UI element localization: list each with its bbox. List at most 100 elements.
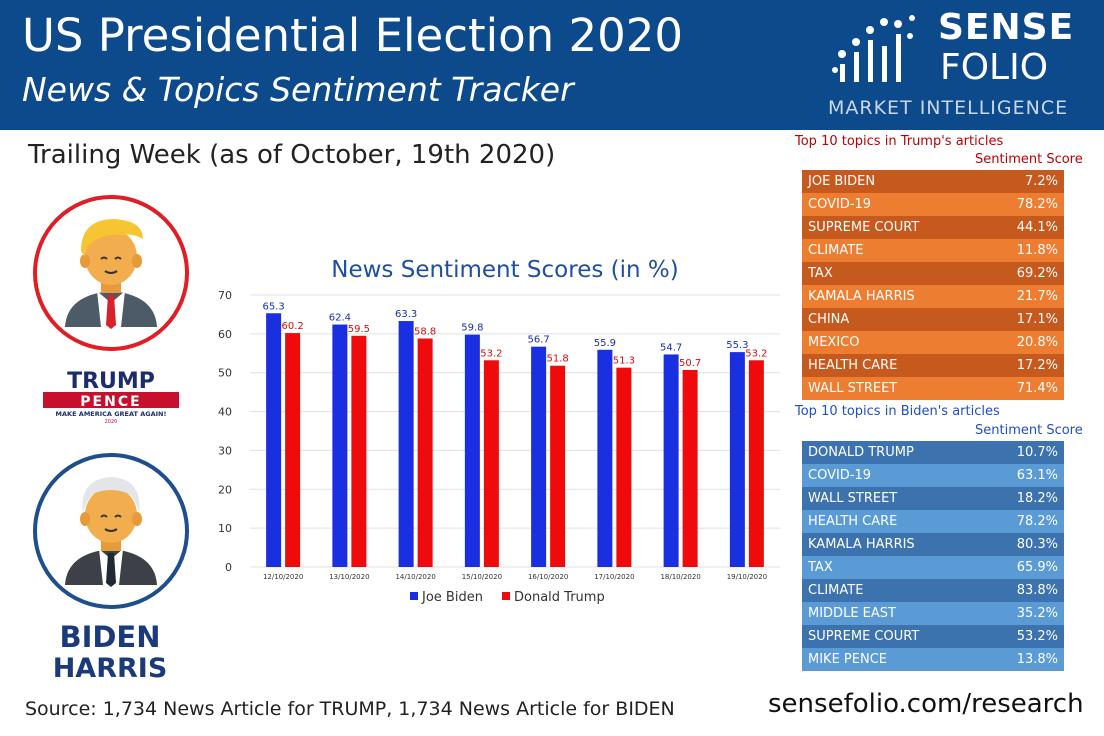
trump-topic-topic: CLIMATE <box>802 239 985 262</box>
trump-topic-score: 7.2% <box>984 170 1064 193</box>
trump-value-label: 59.5 <box>348 324 370 335</box>
trump-topic-score: 78.2% <box>984 193 1064 216</box>
x-tick-label: 19/10/2020 <box>727 573 767 581</box>
biden-topic-row: MIKE PENCE 13.8% <box>802 648 1064 671</box>
y-tick-label: 30 <box>218 444 232 457</box>
trump-bar <box>351 335 367 567</box>
biden-topic-score: 35.2% <box>984 602 1064 625</box>
biden-topic-row: COVID-19 63.1% <box>802 464 1064 487</box>
chart-x-axis: 12/10/2020 13/10/2020 14/10/2020 15/10/2020… <box>263 573 767 581</box>
page-subtitle: News & Topics Sentiment Tracker <box>22 70 574 109</box>
trump-topic-score: 44.1% <box>984 216 1064 239</box>
biden-topic-row: WALL STREET 18.2% <box>802 487 1064 510</box>
trump-topic-row: JOE BIDEN 7.2% <box>802 170 1064 193</box>
trump-bar <box>616 367 632 567</box>
biden-avatar <box>33 453 189 609</box>
trump-topics-title: Top 10 topics in Trump's articles <box>795 134 1004 149</box>
trump-pence-logo: TRUMP PENCE MAKE AMERICA GREAT AGAIN! 20… <box>37 366 185 424</box>
trump-topic-topic: CHINA <box>802 308 985 331</box>
trump-value-label: 50.7 <box>679 358 701 369</box>
trump-value-label: 51.8 <box>546 354 568 365</box>
biden-bar <box>729 352 745 567</box>
trump-topic-score: 17.2% <box>984 354 1064 377</box>
trump-value-label: 51.3 <box>613 356 635 367</box>
sensefolio-logo-icon <box>832 15 915 82</box>
trump-pence-logo-slogan: MAKE AMERICA GREAT AGAIN! <box>56 410 167 418</box>
chart-y-axis: 0 10 20 30 40 50 60 70 <box>218 289 232 574</box>
biden-bar <box>464 334 480 567</box>
trump-topic-topic: COVID-19 <box>802 193 985 216</box>
biden-bar <box>266 313 282 567</box>
biden-bar <box>531 346 547 567</box>
trump-legend-swatch <box>502 592 510 600</box>
trump-pence-logo-word-mid: PENCE <box>80 394 141 410</box>
chart-data-labels: 65.3 60.2 62.459.5 63.3 58.8 59.8 53.2 56.7 51.8… <box>262 301 767 369</box>
trump-topic-score: 17.1% <box>984 308 1064 331</box>
biden-value-label: 56.7 <box>527 335 549 346</box>
biden-topic-topic: DONALD TRUMP <box>802 441 985 464</box>
trump-topic-topic: SUPREME COURT <box>802 216 985 239</box>
trump-value-label: 53.2 <box>745 348 767 359</box>
biden-topic-score: 63.1% <box>984 464 1064 487</box>
biden-harris-logo: BIDEN HARRIS <box>53 620 168 680</box>
trump-bar <box>748 360 764 567</box>
x-tick-label: 18/10/2020 <box>660 573 700 581</box>
page-title: US Presidential Election 2020 <box>22 9 683 62</box>
biden-value-label: 55.3 <box>726 340 748 351</box>
trump-topic-score: 11.8% <box>984 239 1064 262</box>
website-link[interactable]: sensefolio.com/research <box>768 689 1084 719</box>
biden-topic-topic: SUPREME COURT <box>802 625 985 648</box>
brand-name-second: FOLIO <box>940 47 1049 88</box>
biden-topic-row: CLIMATE 83.8% <box>802 579 1064 602</box>
biden-portrait-icon <box>65 477 157 587</box>
biden-topic-topic: WALL STREET <box>802 487 985 510</box>
biden-topic-score: 78.2% <box>984 510 1064 533</box>
x-tick-label: 17/10/2020 <box>594 573 634 581</box>
biden-value-label: 54.7 <box>660 342 682 353</box>
x-tick-label: 12/10/2020 <box>263 573 303 581</box>
trump-pence-logo-year: 2020 <box>105 419 118 424</box>
biden-value-label: 55.9 <box>594 338 616 349</box>
x-tick-label: 15/10/2020 <box>462 573 502 581</box>
trump-topic-score: 21.7% <box>984 285 1064 308</box>
x-tick-label: 14/10/2020 <box>395 573 435 581</box>
y-tick-label: 20 <box>218 483 232 496</box>
biden-bar <box>398 321 414 567</box>
biden-topic-row: HEALTH CARE 78.2% <box>802 510 1064 533</box>
trump-topic-topic: TAX <box>802 262 985 285</box>
biden-topic-topic: KAMALA HARRIS <box>802 533 985 556</box>
biden-topic-row: KAMALA HARRIS 80.3% <box>802 533 1064 556</box>
biden-topic-score: 65.9% <box>984 556 1064 579</box>
biden-topic-topic: MIKE PENCE <box>802 648 985 671</box>
y-tick-label: 60 <box>218 328 232 341</box>
biden-bar <box>663 354 679 567</box>
biden-topics-title: Top 10 topics in Biden's articles <box>795 404 1000 419</box>
trump-bar <box>550 365 566 567</box>
source-note: Source: 1,734 News Article for TRUMP, 1,… <box>25 698 675 720</box>
biden-harris-logo-word-bottom: HARRIS <box>53 653 168 680</box>
biden-topic-score: 53.2% <box>984 625 1064 648</box>
biden-topic-score: 13.8% <box>984 648 1064 671</box>
trailing-week-label: Trailing Week (as of October, 19th 2020) <box>28 140 556 170</box>
trump-topic-row: CLIMATE 11.8% <box>802 239 1064 262</box>
trump-topic-row: HEALTH CARE 17.2% <box>802 354 1064 377</box>
biden-topic-score: 80.3% <box>984 533 1064 556</box>
y-tick-label: 10 <box>218 522 232 535</box>
trump-topic-row: COVID-19 78.2% <box>802 193 1064 216</box>
biden-topic-score: 83.8% <box>984 579 1064 602</box>
trump-topic-topic: MEXICO <box>802 331 985 354</box>
trump-topic-row: WALL STREET 71.4% <box>802 377 1064 400</box>
header-banner: US Presidential Election 2020 News & Top… <box>0 0 1104 130</box>
trump-topic-score: 69.2% <box>984 262 1064 285</box>
trump-topic-score: 71.4% <box>984 377 1064 400</box>
brand-name: SENSE <box>938 7 1075 48</box>
chart-bars <box>266 313 764 567</box>
biden-topic-row: SUPREME COURT 53.2% <box>802 625 1064 648</box>
trump-value-label: 60.2 <box>281 321 303 332</box>
biden-value-label: 63.3 <box>395 309 417 320</box>
biden-topic-topic: CLIMATE <box>802 579 985 602</box>
trump-bar <box>483 360 499 567</box>
chart-gridlines <box>250 294 780 568</box>
biden-topic-row: DONALD TRUMP 10.7% <box>802 441 1064 464</box>
biden-topics-table: DONALD TRUMP 10.7% COVID-19 63.1% WALL STREE… <box>802 441 1064 671</box>
